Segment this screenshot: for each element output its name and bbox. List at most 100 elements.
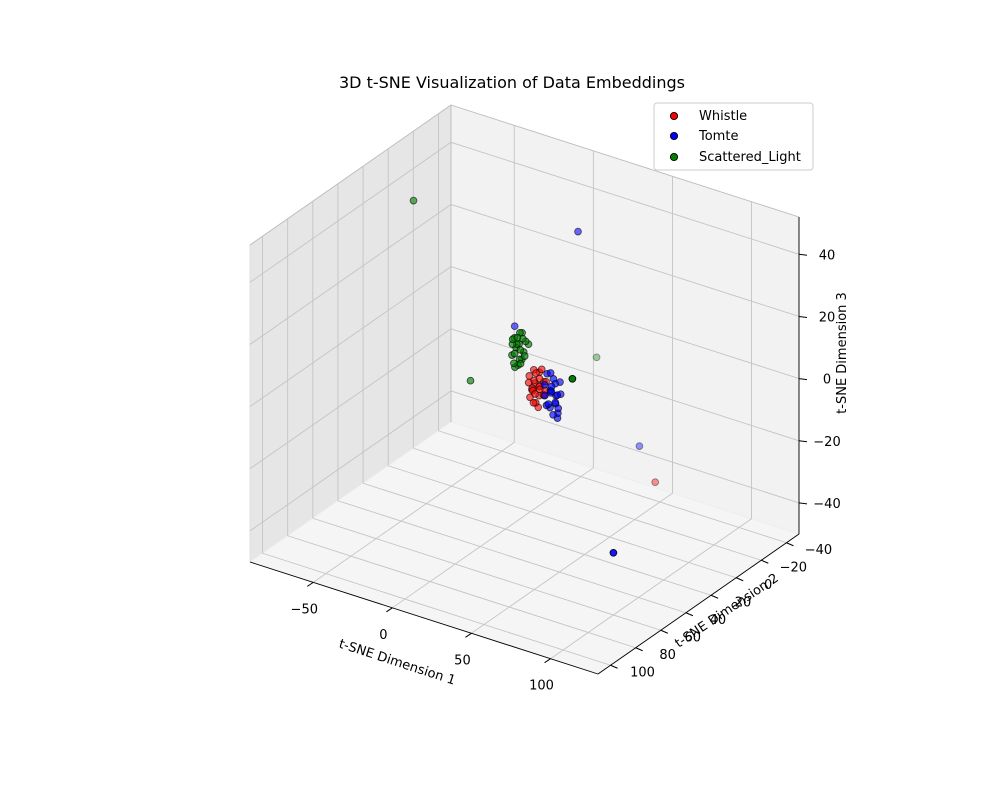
grid-line-z-back: [450, 266, 800, 380]
point-tomte: [609, 548, 618, 557]
point-whistle: [651, 478, 660, 487]
y-tick-mark: [660, 629, 669, 634]
y-tick-mark: [761, 559, 769, 564]
point-whistle: [524, 378, 533, 387]
axes-lines: [249, 217, 808, 675]
x-tick-label: 100: [529, 679, 554, 694]
point-scattered-light: [520, 352, 529, 360]
z-tick-label: 40: [819, 248, 836, 263]
z-tick-mark: [798, 440, 808, 443]
grid-line-y-floor: [413, 447, 762, 561]
x-axis-line: [249, 561, 599, 675]
point-scattered-light: [516, 359, 525, 368]
y-tick-label: 40: [710, 613, 727, 628]
z-tick-mark: [798, 378, 808, 381]
point-scattered-light: [409, 196, 418, 205]
x-tick-label: −50: [291, 602, 318, 617]
point-tomte: [541, 391, 549, 400]
point-tomte: [544, 400, 553, 408]
z-tick-mark: [798, 315, 808, 318]
chart-title: 3D t-SNE Visualization of Data Embedding…: [339, 73, 685, 92]
y-tick-label: 0: [764, 578, 772, 593]
axes-panes: [248, 104, 801, 675]
point-scattered-light: [568, 374, 577, 383]
point-tomte: [635, 442, 644, 450]
y-tick-label: −40: [805, 543, 832, 558]
point-tomte: [510, 322, 519, 331]
grid-line-x-floor: [392, 467, 594, 609]
legend-label-tomte: Tomte: [698, 129, 738, 144]
x-tick-mark: [306, 581, 314, 587]
grid-line-y-floor: [337, 500, 687, 614]
pane-edge: [450, 104, 800, 218]
grid-line-x-floor: [471, 492, 673, 634]
grid-lines: [249, 104, 800, 666]
point-scattered-light: [510, 359, 518, 368]
z-tick-label: −20: [813, 435, 840, 450]
z-axis-label: t-SNE Dimension 3: [835, 292, 850, 414]
legend-label-whistle: Whistle: [699, 109, 747, 124]
y-tick-mark: [635, 647, 643, 652]
legend: Whistle Tomte Scattered_Light: [653, 102, 814, 171]
grid-line-z-left: [249, 328, 452, 470]
grid-line-z-left: [249, 266, 452, 407]
point-whistle: [537, 365, 546, 374]
pane-edge: [249, 104, 452, 246]
y-tick-label: 20: [735, 595, 752, 610]
point-scattered-light: [466, 376, 475, 385]
legend-label-scattered-light: Scattered_Light: [699, 150, 801, 165]
grid-line-z-back: [450, 204, 800, 317]
y-tick-mark: [685, 612, 694, 617]
point-whistle: [525, 372, 534, 380]
point-whistle: [535, 385, 544, 394]
grid-line-x-floor: [550, 518, 752, 660]
legend-frame: [653, 102, 814, 171]
grid-line-z-back: [450, 328, 800, 442]
y-tick-label: 80: [659, 648, 676, 663]
point-scattered-light: [516, 345, 525, 354]
point-scattered-light: [592, 353, 601, 362]
scatter-points: [409, 196, 660, 557]
z-tick-mark: [798, 253, 808, 256]
legend-marker-scattered-light: [669, 152, 679, 162]
z-tick-label: −40: [813, 497, 840, 512]
grid-line-z-left: [249, 141, 452, 283]
grid-line-y-floor: [287, 535, 636, 649]
x-tick-label: 0: [379, 628, 387, 643]
grid-line-z-back: [450, 390, 800, 504]
point-tomte: [549, 410, 557, 419]
point-tomte: [574, 227, 582, 236]
point-tomte: [547, 382, 556, 391]
y-tick-label: 100: [630, 665, 655, 680]
point-tomte: [553, 391, 562, 399]
legend-marker-tomte: [669, 131, 679, 141]
y-tick-mark: [735, 577, 744, 582]
grid-line-y-floor: [312, 517, 661, 631]
point-tomte: [540, 380, 549, 389]
x-tick-mark: [386, 607, 393, 613]
y-tick-mark: [710, 594, 719, 599]
y-tick-mark: [786, 542, 794, 547]
y-axis-line: [597, 533, 800, 675]
y-tick-label: −20: [780, 560, 807, 575]
x-tick-label: 50: [454, 653, 471, 668]
grid-line-z-left: [249, 204, 452, 345]
point-scattered-light: [513, 333, 522, 342]
z-tick-mark: [798, 502, 808, 505]
y-tick-label: 60: [685, 630, 702, 645]
point-tomte: [546, 369, 555, 377]
tick-labels: −50 0 50 100 −40 −20 0 20 40 60 80 100 −40 −20 0 20 40: [291, 248, 841, 693]
point-whistle: [535, 374, 544, 383]
z-tick-label: 0: [823, 373, 831, 388]
point-whistle: [532, 369, 540, 377]
grid-line-y-floor: [262, 552, 611, 666]
legend-marker-whistle: [669, 111, 679, 121]
grid-line-x-floor: [313, 441, 515, 583]
point-scattered-light: [510, 349, 519, 358]
z-tick-label: 20: [819, 310, 836, 325]
x-tick-mark: [544, 658, 551, 664]
point-whistle: [531, 390, 539, 398]
grid-line-z-left: [249, 390, 452, 532]
grid-line-y-floor: [362, 482, 712, 596]
